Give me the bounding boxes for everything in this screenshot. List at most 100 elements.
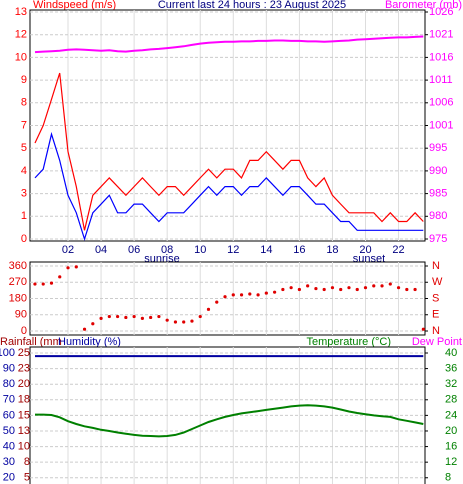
y2-tick-label: 36 [445,363,457,375]
y2-tick-label: 1011 [429,74,453,86]
y2-tick-label: E [432,309,439,321]
y-tick-label: 4 [21,165,27,177]
x-tick-label: 02 [62,244,74,256]
y2-tick-label: 980 [429,210,447,222]
point [248,292,252,296]
rain-tick-label: 5 [24,472,30,484]
x-tick-label: 08 [161,244,173,256]
x-tick-label: 20 [359,244,371,256]
y-tick-label: 90 [3,363,15,375]
y-tick-label: 10 [15,51,27,63]
point [355,287,359,292]
point [314,286,318,291]
y-tick-label: 180 [9,292,27,304]
point [281,287,285,292]
y2-tick-label: N [432,325,440,337]
x-tick-label: 14 [260,244,272,256]
point [239,293,244,297]
wind-label: Windspeed (m/s) [33,0,116,11]
series-line [35,404,424,438]
y-tick-label: 7 [21,119,27,131]
y2-tick-label: 28 [445,394,457,406]
point [140,316,144,320]
chart-title: Current last 24 hours : 23 August 2025 [158,0,346,11]
point [33,282,37,286]
y2-tick-label: N [432,260,440,272]
y2-tick-label: 1016 [429,51,453,63]
barometer-label: Barometer (mb) [385,0,462,11]
y-tick-label: 9 [21,74,27,86]
rain-tick-label: 8 [24,456,30,468]
x-tick-label: 06 [128,244,140,256]
y2-tick-label: W [432,276,443,288]
y2-tick-label: 1006 [429,97,453,109]
point [330,286,335,290]
y2-tick-label: 8 [445,472,451,484]
point [363,286,368,290]
series-line [34,35,424,54]
y2-tick-label: 990 [429,165,447,177]
y-tick-label: 80 [3,378,15,390]
point [190,319,194,323]
y-tick-label: 5 [21,142,27,154]
point [149,315,153,320]
y-tick-label: 30 [3,456,15,468]
point [198,314,202,319]
rain-tick-label: 23 [18,363,30,375]
y2-tick-label: 40 [445,347,457,359]
rain-tick-label: 13 [18,425,30,437]
point [115,314,120,319]
y-tick-label: 50 [3,425,15,437]
point [74,265,78,269]
y2-tick-label: 995 [429,142,447,154]
point [256,293,260,297]
point [223,295,227,299]
dew-point-label: Dew Point [412,336,462,348]
x-tick-label: 18 [326,244,338,256]
y2-tick-label: 1026 [429,6,453,18]
y2-tick-label: S [432,292,439,304]
point [206,307,211,311]
point [388,282,392,286]
y-tick-label: 70 [3,394,15,406]
y2-tick-label: 32 [445,378,457,390]
temperature-label: Temperature (°C) [307,336,391,348]
point [182,320,186,324]
point [41,282,45,286]
y-tick-label: 0 [21,325,27,337]
x-tick-label: 22 [392,244,404,256]
point [66,266,70,270]
rain-tick-label: 20 [18,378,30,390]
point [306,284,310,288]
point [124,315,128,320]
y-tick-label: 8 [21,97,27,109]
y2-tick-label: 975 [429,233,447,245]
x-tick-label: 04 [95,244,107,256]
point [347,286,351,290]
y-tick-label: 0 [21,233,27,245]
y-tick-label: 100 [0,347,15,359]
point [421,327,425,331]
y2-tick-label: 1021 [429,29,453,41]
point [264,291,268,295]
series-line [34,131,424,241]
rain-tick-label: 15 [18,409,30,421]
point [396,286,401,290]
point [49,281,54,285]
point [297,287,301,292]
x-tick-label: 16 [293,244,305,256]
y-tick-label: 40 [3,440,15,452]
point [231,293,235,297]
point [372,284,376,288]
y-tick-label: 1 [21,210,27,222]
y2-tick-label: 24 [445,409,457,421]
y-tick-label: 60 [3,409,15,421]
rain-tick-label: 18 [18,394,30,406]
point [132,314,136,319]
y2-tick-label: 16 [445,440,457,452]
y-tick-label: 20 [3,472,15,484]
y2-tick-label: 20 [445,425,457,437]
point [58,275,62,279]
